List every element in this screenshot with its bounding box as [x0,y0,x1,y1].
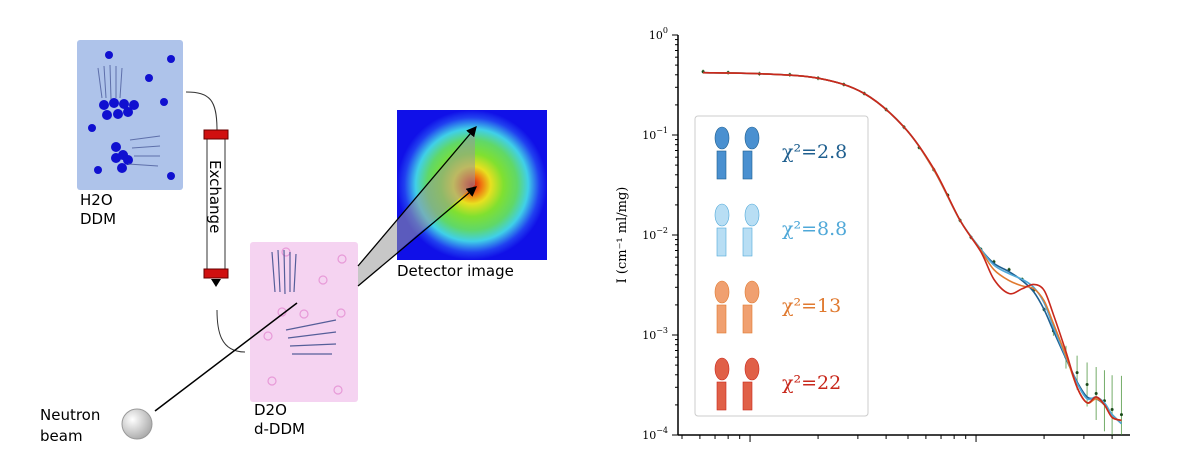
neutron-beam-line [154,302,298,412]
data-point [1075,371,1079,375]
valve-bottom [203,268,229,279]
legend-box [694,115,869,417]
y-tick-label: 100 [649,26,668,42]
domain-icon [744,203,760,227]
domain-icon [742,381,753,411]
domain-icon [744,357,760,381]
data-point [1094,392,1098,396]
d-ddm-label: d-DDM [254,420,305,438]
y-tick-label: 10−2 [642,226,668,242]
domain-icon [714,357,730,381]
y-tick-exponent: −4 [656,426,668,435]
legend-label: χ²=22 [782,372,841,394]
scattered-ray-2 [357,186,477,287]
beam-label: beam [40,427,83,445]
model-curve-3 [703,71,1122,422]
domain-icon [744,280,760,304]
valve-top [203,129,229,140]
legend-label: χ²=13 [782,295,841,317]
data-point [1119,413,1123,417]
legend-entry: χ²=13 [714,280,841,334]
domain-icon [714,126,730,150]
legend-entry: χ²=8.8 [714,203,847,257]
protein-icon [97,64,161,167]
y-tick-label: 10−3 [642,326,668,342]
scattered-ray-1 [357,126,477,267]
domain-icon [716,227,727,257]
h2o-label: H2O [80,191,113,209]
legend-entry: χ²=2.8 [714,126,847,180]
y-tick-exponent: 0 [663,26,668,35]
y-tick-label: 10−4 [642,426,668,442]
domain-icon [716,304,727,334]
domain-icon [716,150,727,180]
neutron-source-icon [121,408,153,440]
legend-entry: χ²=22 [714,357,841,411]
domain-icon [744,126,760,150]
scattering-cone [358,130,475,286]
domain-icon [714,203,730,227]
domain-icon [742,227,753,257]
protonated-detergent-dots [88,51,175,180]
y-tick-exponent: −1 [656,126,668,135]
detector-label: Detector image [397,262,514,280]
neutron-label: Neutron [40,406,100,424]
d2o-label: D2O [254,401,287,419]
y-axis-label: I (cm⁻¹ ml/mg) [615,187,630,284]
exchange-label: Exchange [206,160,224,233]
y-tick-exponent: −2 [656,226,668,235]
domain-icon [742,150,753,180]
deuterated-detergent-circles [263,247,347,395]
y-tick-label: 10−1 [642,126,668,142]
ddm-label: DDM [80,210,116,228]
data-point [1085,382,1089,386]
y-tick-exponent: −3 [656,326,668,335]
tubing [185,91,246,353]
data-point [1110,407,1114,411]
domain-icon [716,381,727,411]
domain-icon [742,304,753,334]
protein-icon [271,249,337,355]
legend-label: χ²=2.8 [782,141,847,163]
domain-icon [714,280,730,304]
legend: χ²=2.8 χ²=8.8 χ²=13 χ²=22 [694,115,869,417]
d2o-sample-box [250,242,358,402]
legend-label: χ²=8.8 [782,218,847,240]
flow-arrow-icon [211,279,221,287]
